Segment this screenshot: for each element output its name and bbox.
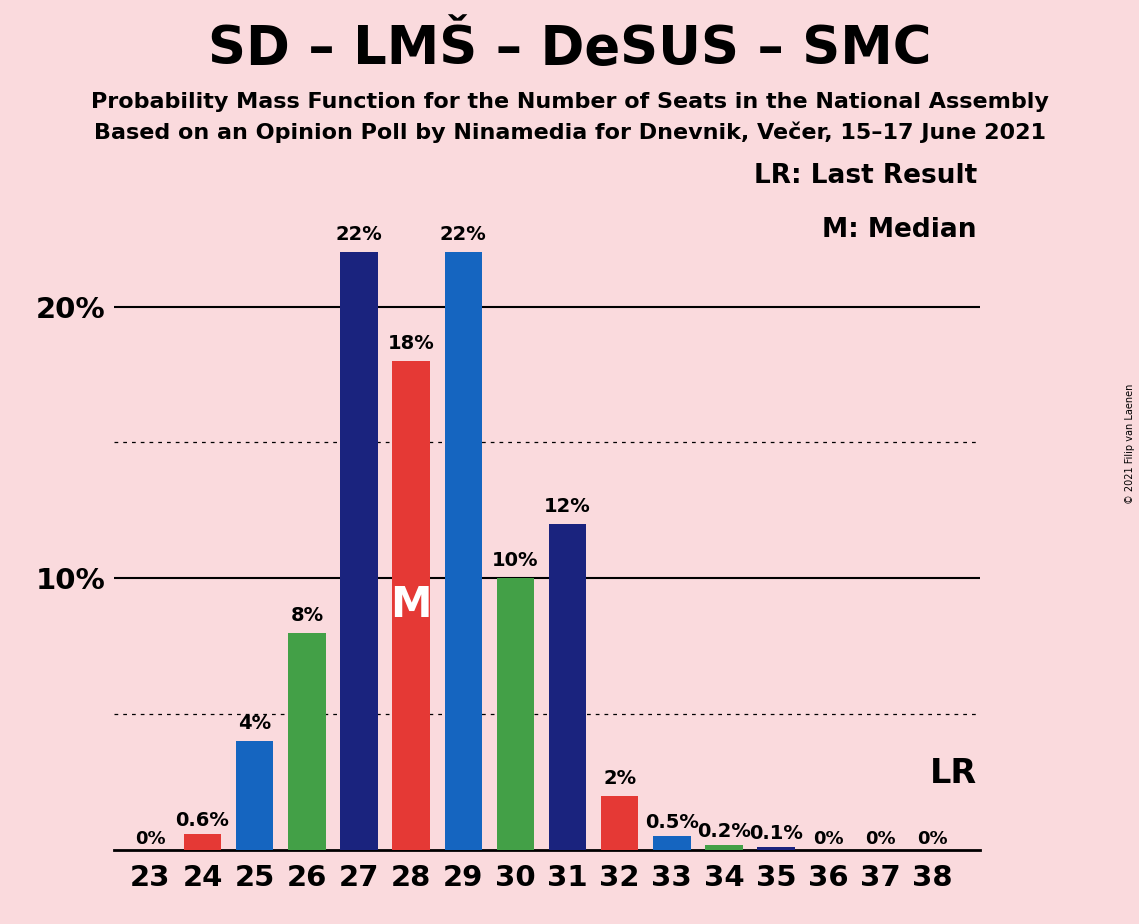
Text: 0%: 0%	[917, 830, 948, 848]
Text: 0%: 0%	[136, 830, 165, 848]
Bar	[601, 796, 639, 850]
Text: 22%: 22%	[336, 225, 383, 244]
Text: SD – LMŠ – DeSUS – SMC: SD – LMŠ – DeSUS – SMC	[207, 23, 932, 75]
Text: 12%: 12%	[544, 497, 591, 516]
Text: M: M	[391, 585, 432, 626]
Bar	[183, 833, 221, 850]
Text: M: Median: M: Median	[822, 217, 977, 243]
Text: LR: Last Result: LR: Last Result	[754, 163, 977, 188]
Bar	[653, 836, 690, 850]
Text: 0%: 0%	[813, 830, 844, 848]
Text: 22%: 22%	[440, 225, 486, 244]
Text: © 2021 Filip van Laenen: © 2021 Filip van Laenen	[1125, 383, 1134, 504]
Bar	[392, 361, 429, 850]
Bar	[236, 741, 273, 850]
Text: 4%: 4%	[238, 714, 271, 734]
Bar	[444, 252, 482, 850]
Text: 0%: 0%	[866, 830, 895, 848]
Bar	[497, 578, 534, 850]
Text: Based on an Opinion Poll by Ninamedia for Dnevnik, Večer, 15–17 June 2021: Based on an Opinion Poll by Ninamedia fo…	[93, 122, 1046, 143]
Bar	[705, 845, 743, 850]
Bar	[288, 633, 326, 850]
Text: 10%: 10%	[492, 551, 539, 570]
Text: 2%: 2%	[604, 769, 637, 787]
Text: 18%: 18%	[387, 334, 434, 353]
Bar	[341, 252, 378, 850]
Text: 0.1%: 0.1%	[749, 824, 803, 844]
Text: 0.6%: 0.6%	[175, 810, 229, 830]
Text: LR: LR	[929, 758, 977, 791]
Text: 8%: 8%	[290, 605, 323, 625]
Text: Probability Mass Function for the Number of Seats in the National Assembly: Probability Mass Function for the Number…	[91, 92, 1048, 113]
Bar	[549, 524, 587, 850]
Text: 0.5%: 0.5%	[645, 813, 699, 833]
Text: 0.2%: 0.2%	[697, 821, 751, 841]
Bar	[757, 847, 795, 850]
